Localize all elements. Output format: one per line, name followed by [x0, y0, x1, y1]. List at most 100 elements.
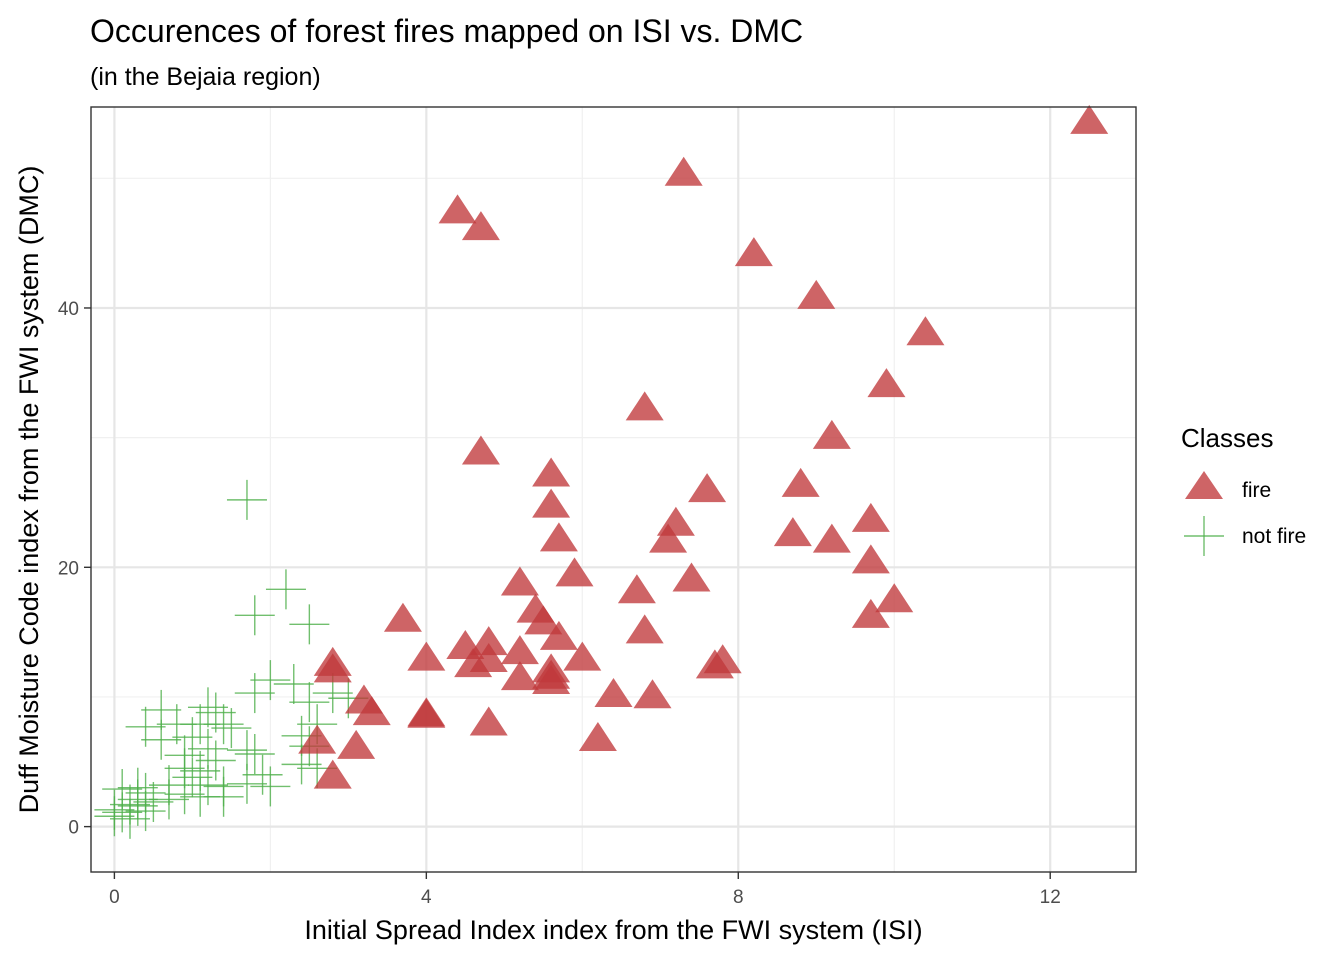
- not-fire-point: [234, 673, 275, 714]
- not-fire-point: [289, 604, 330, 645]
- not-fire-point: [211, 708, 252, 749]
- fire-point: [539, 522, 578, 552]
- fire-point: [851, 598, 890, 628]
- legend-title: Classes: [1181, 423, 1273, 453]
- not-fire-point: [234, 595, 275, 636]
- fire-point: [352, 696, 391, 726]
- not-fire-point: [250, 766, 291, 807]
- fire-point: [672, 562, 711, 592]
- legend-not-fire-label: not fire: [1242, 525, 1306, 548]
- fire-point: [532, 664, 571, 694]
- fire-point: [633, 679, 672, 709]
- x-tick-label: 12: [1040, 887, 1061, 908]
- y-tick-label: 0: [68, 818, 79, 839]
- fire-point: [539, 620, 578, 650]
- not-fire-point: [226, 479, 267, 520]
- fire-point: [906, 316, 945, 346]
- not-fire-point: [265, 569, 306, 610]
- fire-point: [555, 557, 594, 587]
- fire-point: [337, 729, 376, 759]
- series-fire: [298, 104, 1109, 789]
- fire-point: [438, 194, 477, 224]
- not-fire-point: [94, 796, 135, 837]
- y-axis: 0 20 40: [58, 299, 91, 839]
- fire-point: [454, 648, 493, 678]
- fire-point: [875, 583, 914, 613]
- legend-fire-label: fire: [1242, 479, 1271, 502]
- y-axis-label: Duff Moisture Code index from the FWI sy…: [14, 166, 44, 814]
- fire-point: [578, 722, 617, 752]
- fire-point: [797, 279, 836, 309]
- x-axis-label: Initial Spread Index index from the FWI …: [304, 915, 922, 945]
- fire-point: [469, 626, 508, 656]
- legend-fire-key: [1185, 471, 1223, 499]
- fire-point: [407, 641, 446, 671]
- fire-point: [1070, 104, 1109, 134]
- fire-point: [500, 566, 539, 596]
- plot-border: [90, 106, 1137, 873]
- fire-point: [594, 677, 633, 707]
- chart-subtitle: (in the Bejaia region): [90, 63, 321, 91]
- fire-point: [524, 605, 563, 635]
- not-fire-point: [109, 798, 150, 839]
- fire-point: [851, 502, 890, 532]
- fire-point: [407, 698, 446, 728]
- not-fire-point: [187, 728, 228, 769]
- fire-point: [500, 635, 539, 665]
- fire-point: [532, 488, 571, 518]
- not-fire-point: [234, 734, 275, 775]
- fire-point: [461, 211, 500, 241]
- fire-point: [469, 706, 508, 736]
- fire-point: [532, 457, 571, 487]
- not-fire-point: [164, 774, 205, 815]
- not-fire-point: [273, 663, 314, 704]
- x-tick-label: 0: [109, 887, 120, 908]
- fire-point: [500, 661, 539, 691]
- fire-point: [617, 574, 656, 604]
- not-fire-point: [195, 692, 236, 733]
- not-fire-point: [203, 776, 244, 817]
- not-fire-point: [172, 717, 213, 758]
- not-fire-point: [242, 754, 283, 795]
- x-tick-label: 8: [733, 887, 744, 908]
- fire-point: [625, 614, 664, 644]
- chart-title: Occurences of forest fires mapped on ISI…: [90, 13, 803, 49]
- plot-background: [91, 107, 1136, 872]
- x-tick-label: 4: [421, 887, 432, 908]
- fire-point: [688, 473, 727, 503]
- fire-point: [383, 602, 422, 632]
- fire-point: [461, 435, 500, 465]
- not-fire-point: [195, 740, 236, 781]
- y-tick-label: 20: [58, 558, 79, 579]
- fire-point: [867, 368, 906, 398]
- fire-point: [298, 724, 337, 754]
- fire-point: [773, 517, 812, 547]
- fire-point: [812, 419, 851, 449]
- legend: Classes fire not fire: [1181, 423, 1306, 556]
- not-fire-point: [226, 730, 267, 771]
- not-fire-point: [133, 781, 174, 822]
- legend-not-fire-key: [1184, 516, 1224, 556]
- fire-point: [734, 237, 773, 267]
- grid-lines: [91, 107, 1136, 872]
- fire-point: [664, 156, 703, 186]
- fire-point: [812, 523, 851, 553]
- not-fire-point: [125, 791, 166, 832]
- not-fire-point: [102, 792, 143, 833]
- not-fire-point: [226, 763, 267, 804]
- fire-point: [649, 523, 688, 553]
- fire-point: [625, 391, 664, 421]
- not-fire-point: [187, 687, 228, 728]
- not-fire-point: [289, 682, 330, 723]
- fire-point: [313, 759, 352, 789]
- not-fire-point: [172, 757, 213, 798]
- fire-point: [851, 544, 890, 574]
- fire-point: [695, 649, 734, 679]
- not-fire-point: [141, 719, 182, 760]
- fire-point: [781, 467, 820, 497]
- fire-point: [563, 641, 602, 671]
- fire-point: [313, 653, 352, 683]
- x-axis: 0 4 8 12: [109, 872, 1061, 908]
- y-tick-label: 40: [58, 299, 79, 320]
